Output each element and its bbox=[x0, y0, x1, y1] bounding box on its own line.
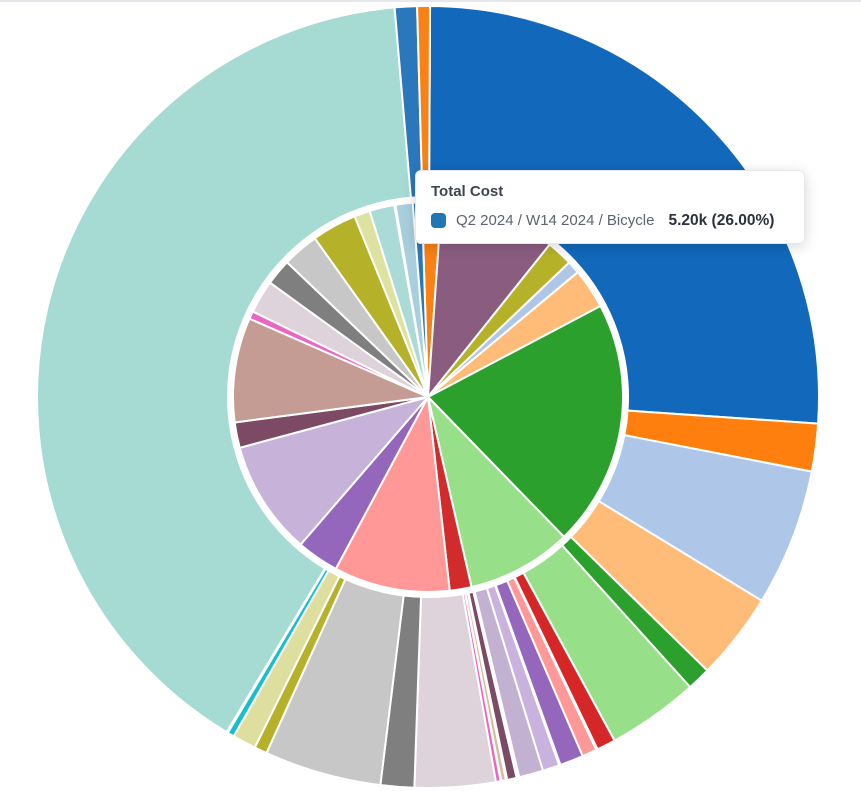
inner-segment-12[interactable] bbox=[232, 317, 429, 424]
inner-segment-10[interactable] bbox=[238, 396, 429, 546]
outer-segment-20[interactable] bbox=[36, 6, 412, 734]
top-edge-line bbox=[0, 0, 861, 2]
inner-segment-6[interactable] bbox=[427, 396, 565, 589]
inner-segment-5[interactable] bbox=[427, 305, 624, 538]
outer-segment-10[interactable] bbox=[473, 587, 544, 779]
inner-segment-8[interactable] bbox=[334, 396, 451, 593]
inner-segment-19[interactable] bbox=[368, 203, 429, 398]
